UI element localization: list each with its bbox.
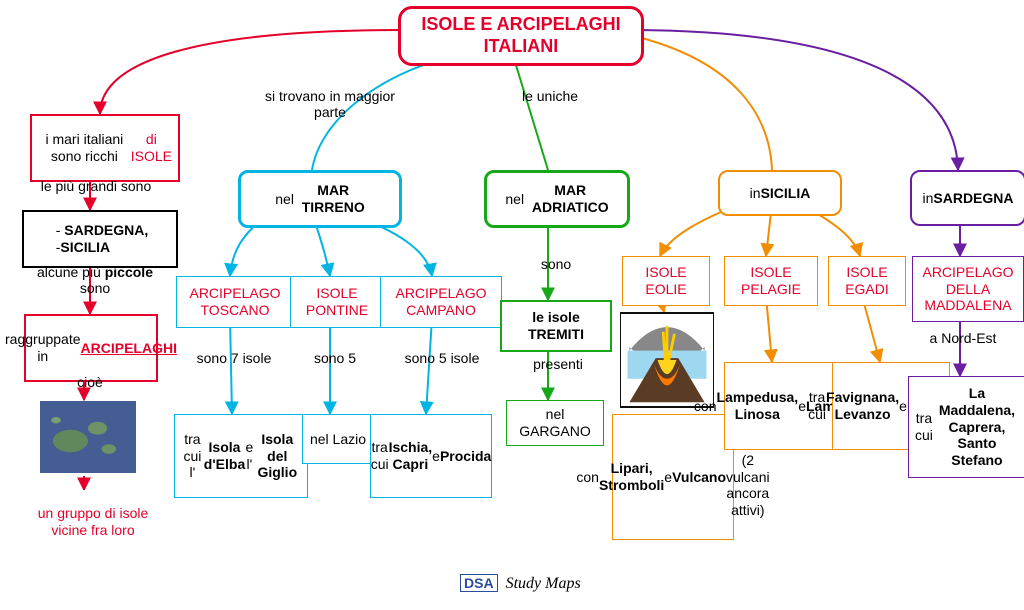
node-arc_camp: ARCIPELAGO CAMPANO <box>380 276 502 328</box>
label-lbl_nordest: a Nord-Est <box>918 330 1008 346</box>
node-maddalena: ARCIPELAGO DELLA MADDALENA <box>912 256 1024 322</box>
node-adriatico: nel MARADRIATICO <box>484 170 630 228</box>
label-lbl_leun: le uniche <box>500 88 600 104</box>
node-elba: tra cui l'Isola d'Elba e l' Isola del Gi… <box>174 414 308 498</box>
footer-text: Study Maps <box>502 575 581 592</box>
archipelago-image <box>40 400 136 474</box>
concept-map-canvas: ISOLE E ARCIPELAGHIITALIANI i mari italia… <box>0 0 1024 610</box>
node-pontine: ISOLE PONTINE <box>290 276 384 328</box>
node-eolie: ISOLE EOLIE <box>622 256 710 306</box>
node-ischia: tra cui Ischia, Capri e Procida <box>370 414 492 498</box>
label-lbl_sono5b: sono 5 isole <box>392 350 492 366</box>
label-lbl_sono7: sono 7 isole <box>184 350 284 366</box>
node-gargano: nel GARGANO <box>506 400 604 446</box>
node-tirreno: nel MARTIRRENO <box>238 170 402 228</box>
node-arcip: raggruppate inARCIPELAGHI <box>24 314 158 382</box>
label-lbl_grandi: le più grandi sono <box>16 178 176 194</box>
footer-dsa-badge: DSA <box>460 574 498 592</box>
label-lbl_piccole: alcune più piccole sono <box>30 264 160 296</box>
label-lbl_sitr: si trovano in maggior parte <box>260 88 400 120</box>
node-tremiti: le isole TREMITI <box>500 300 612 352</box>
label-lbl_cioe: cioè <box>60 374 120 390</box>
node-root: ISOLE E ARCIPELAGHIITALIANI <box>398 6 644 66</box>
node-sardsic: - SARDEGNA,-SICILIA <box>22 210 178 268</box>
node-egadi: ISOLE EGADI <box>828 256 906 306</box>
node-lipari: con Lipari, Stromboli e Vulcano(2 vulcan… <box>612 414 734 540</box>
node-sardegna: inSARDEGNA <box>910 170 1024 226</box>
node-arc_tosc: ARCIPELAGO TOSCANO <box>176 276 294 328</box>
label-lbl_sono5a: sono 5 <box>300 350 370 366</box>
node-pelagie: ISOLE PELAGIE <box>724 256 818 306</box>
node-maddlist: tra cui La Maddalena, Caprera, Santo Ste… <box>908 376 1024 478</box>
node-lazio: nel Lazio <box>302 414 374 464</box>
label-lbl_sono: sono <box>526 256 586 272</box>
node-defred: un gruppo di isole vicine fra loro <box>28 490 158 554</box>
label-lbl_pres: presenti <box>518 356 598 372</box>
footer-credit: DSA Study Maps <box>460 574 581 593</box>
node-sicilia: in SICILIA <box>718 170 842 216</box>
node-it_mari: i mari italiani sono ricchi di ISOLE <box>30 114 180 182</box>
volcano-icon <box>620 312 714 408</box>
